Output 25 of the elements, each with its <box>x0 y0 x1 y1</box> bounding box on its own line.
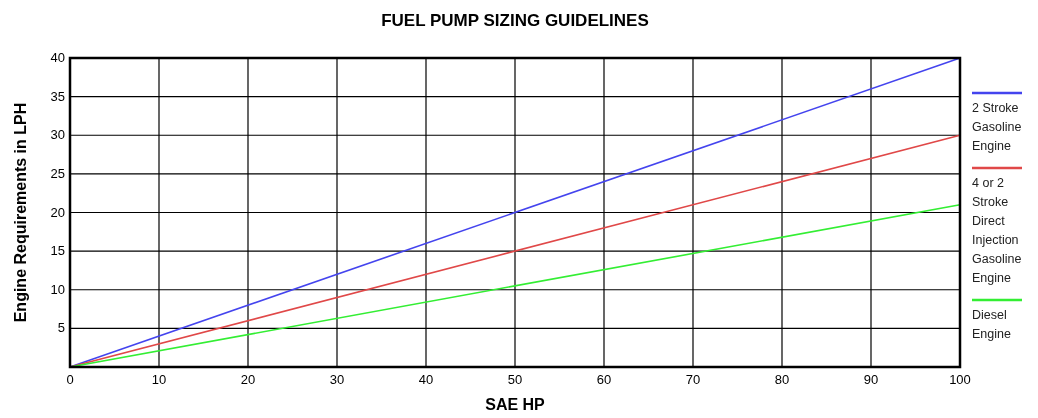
y-axis-title: Engine Requirements in LPH <box>12 102 29 323</box>
x-tick-label: 0 <box>66 372 74 387</box>
y-tick-label: 25 <box>50 165 65 181</box>
x-tick-label: 70 <box>685 372 701 387</box>
chart-title: FUEL PUMP SIZING GUIDELINES <box>381 11 649 30</box>
x-axis-title: SAE HP <box>485 396 546 413</box>
y-tick-label: 5 <box>57 320 65 336</box>
legend-label: 2 Stroke Gasoline Engine <box>972 101 1022 153</box>
y-tick-label: 15 <box>50 243 65 259</box>
x-tick-label: 80 <box>774 372 790 387</box>
y-tick-label: 40 <box>50 50 65 65</box>
x-tick-label: 30 <box>329 372 345 387</box>
y-tick-label: 30 <box>50 127 65 143</box>
x-tick-label: 40 <box>418 372 434 387</box>
y-tick-label: 10 <box>50 281 65 297</box>
y-tick-label: 35 <box>50 88 65 104</box>
x-tick-label: 50 <box>507 372 523 387</box>
legend-label: Diesel Engine <box>972 308 1011 341</box>
x-tick-label: 10 <box>151 372 167 387</box>
x-tick-label: 20 <box>240 372 256 387</box>
legend-label: 4 or 2 Stroke Direct Injection Gasoline Engine <box>972 176 1022 285</box>
y-tick-label: 20 <box>50 204 65 220</box>
x-tick-label: 100 <box>949 372 971 387</box>
x-tick-label: 90 <box>863 372 879 387</box>
x-tick-label: 60 <box>596 372 612 387</box>
